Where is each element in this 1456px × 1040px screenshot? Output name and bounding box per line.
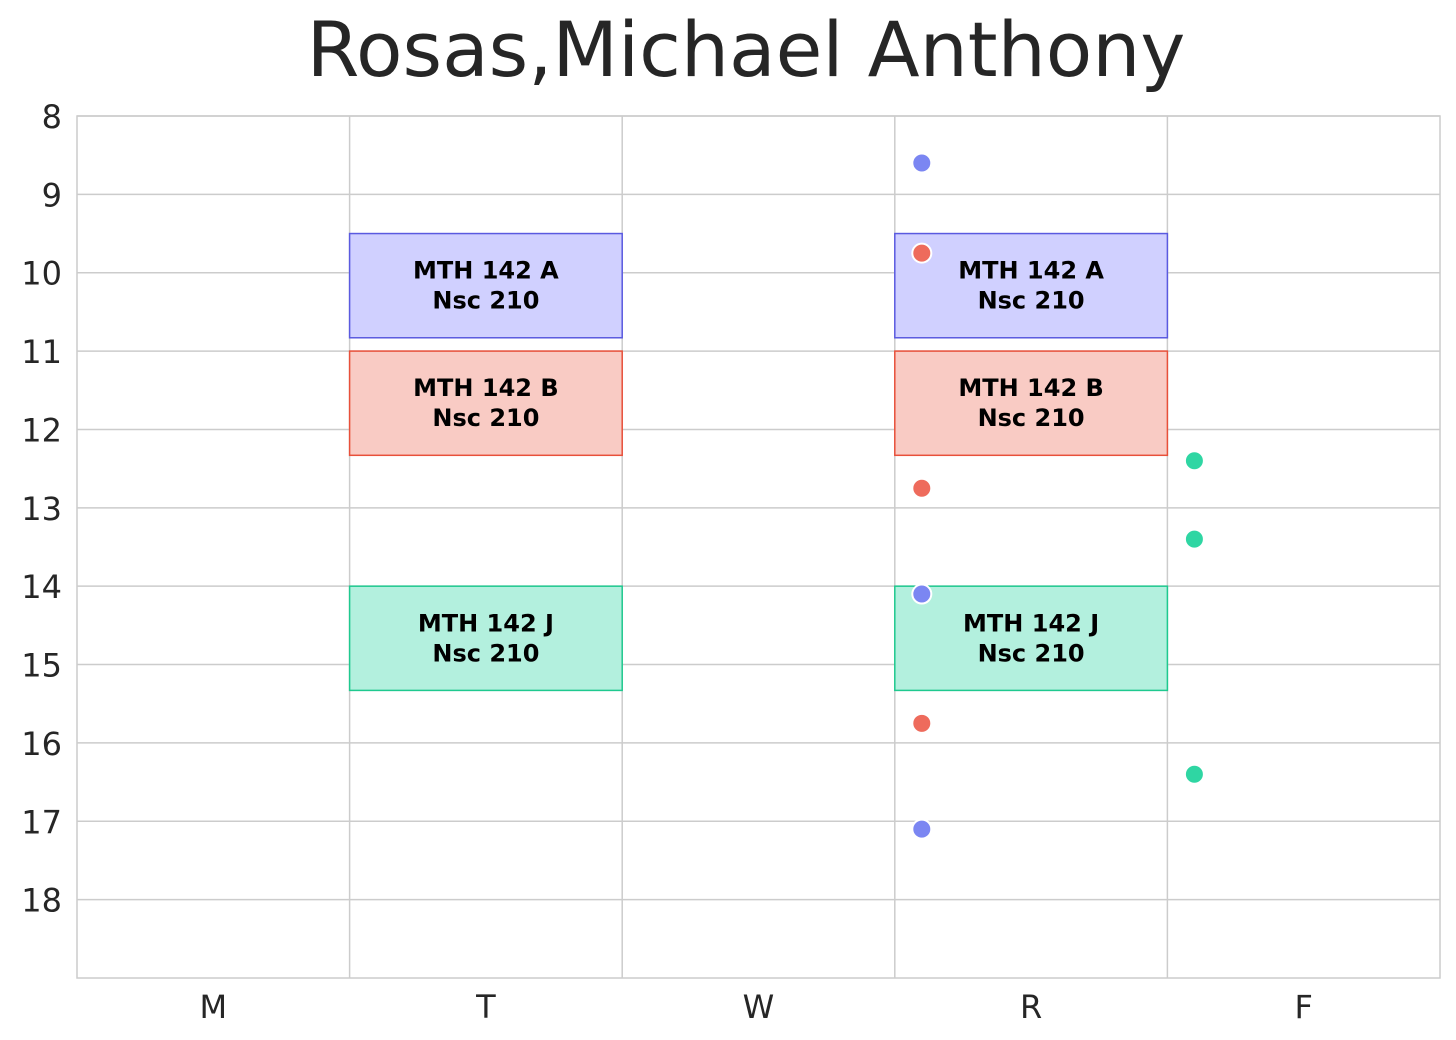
- course-block-rect: [348, 232, 623, 339]
- course-name: MTH 142 J: [418, 609, 554, 637]
- scatter-point: [911, 242, 933, 264]
- y-tick-label: 17: [21, 803, 62, 841]
- x-tick-label: M: [199, 988, 227, 1026]
- y-tick-label: 14: [21, 568, 62, 606]
- y-tick-label: 12: [21, 411, 62, 449]
- grid-lines: [77, 115, 1440, 978]
- scatter-point: [911, 712, 933, 734]
- course-room: Nsc 210: [978, 287, 1085, 315]
- y-tick-label: 9: [42, 176, 62, 214]
- course-block-rect: [894, 350, 1169, 457]
- scatter-point: [911, 583, 933, 605]
- y-axis-ticks: 8 9 10 11 12 13 14 15 16 17 18: [21, 98, 62, 920]
- y-tick-label: 10: [21, 255, 62, 293]
- scatter-point: [1183, 763, 1205, 785]
- x-tick-label: F: [1294, 988, 1312, 1026]
- course-room: Nsc 210: [432, 287, 539, 315]
- course-room: Nsc 210: [432, 639, 539, 667]
- chart-title: Rosas,Michael Anthony: [307, 5, 1186, 94]
- scatter-point: [911, 477, 933, 499]
- course-name: MTH 142 B: [413, 374, 558, 402]
- scatter-point: [1183, 528, 1205, 550]
- course-block-rect: [894, 232, 1169, 339]
- y-tick-label: 13: [21, 490, 62, 528]
- y-tick-label: 15: [21, 647, 62, 685]
- scatter-points: [911, 152, 1205, 840]
- course-room: Nsc 210: [978, 404, 1085, 432]
- scatter-point: [911, 818, 933, 840]
- scatter-point: [911, 152, 933, 174]
- x-tick-label: T: [475, 988, 496, 1026]
- x-tick-label: R: [1020, 988, 1042, 1026]
- y-tick-label: 16: [21, 725, 62, 763]
- scatter-point: [1183, 450, 1205, 472]
- course-name: MTH 142 A: [958, 257, 1104, 285]
- y-tick-label: 11: [21, 333, 62, 371]
- course-name: MTH 142 A: [413, 257, 559, 285]
- course-block-rect: [348, 585, 623, 692]
- course-name: MTH 142 J: [963, 609, 1099, 637]
- y-tick-label: 8: [42, 98, 62, 136]
- course-name: MTH 142 B: [958, 374, 1103, 402]
- course-room: Nsc 210: [432, 404, 539, 432]
- y-tick-label: 18: [21, 882, 62, 920]
- course-block-rect: [348, 350, 623, 457]
- x-tick-label: W: [743, 988, 775, 1026]
- plot-frame: [76, 115, 1441, 979]
- course-room: Nsc 210: [978, 639, 1085, 667]
- course-block-rect: [894, 585, 1169, 692]
